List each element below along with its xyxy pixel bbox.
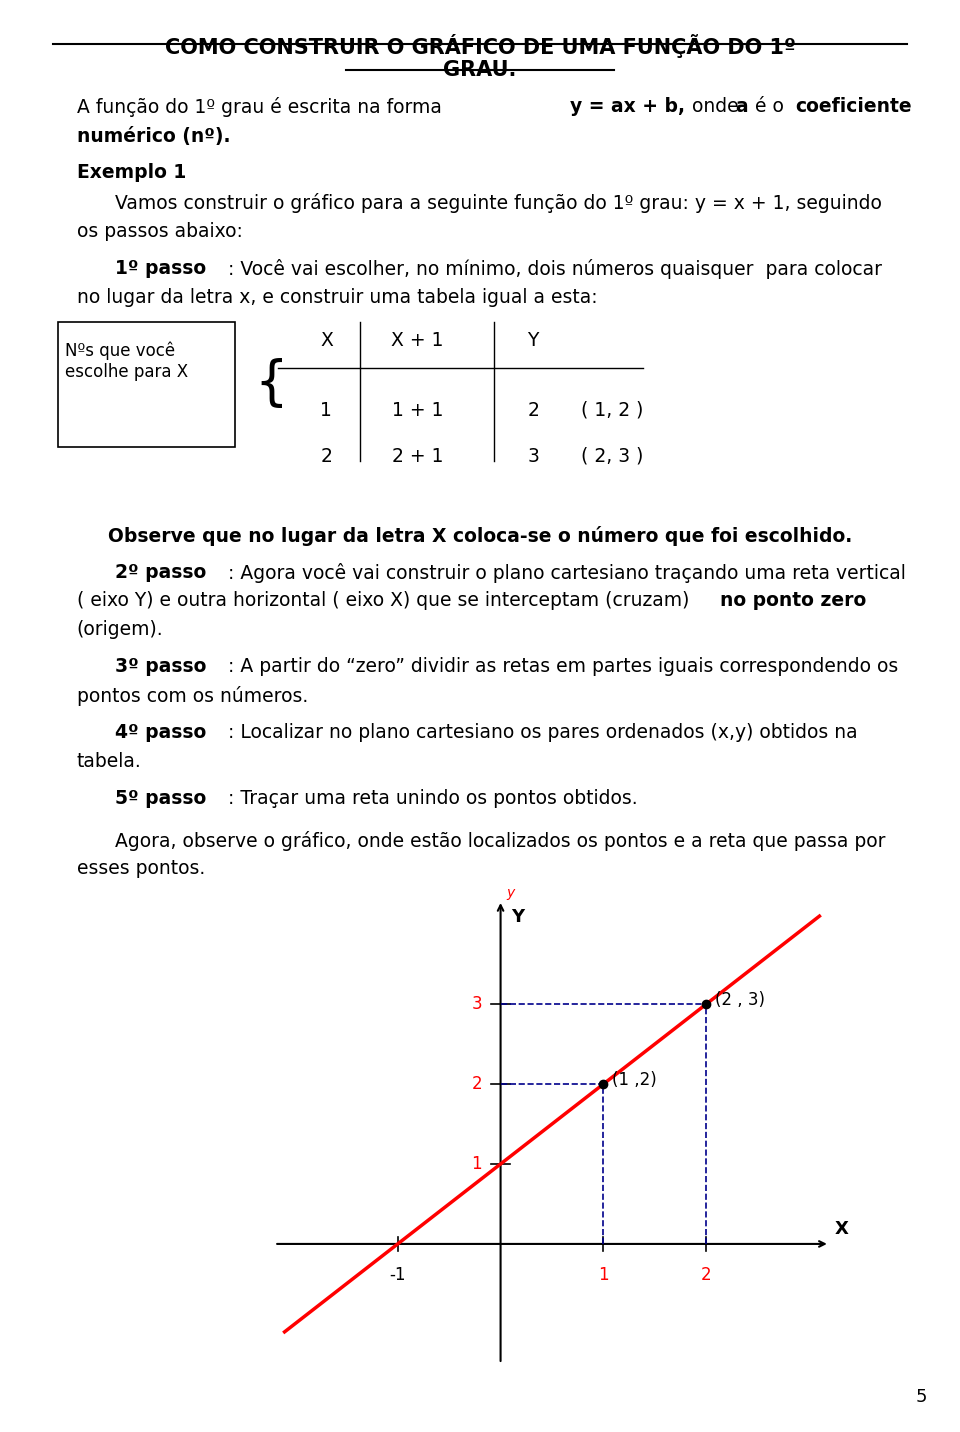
Text: Y: Y (527, 331, 539, 349)
Text: Agora, observe o gráfico, onde estão localizados os pontos e a reta que passa po: Agora, observe o gráfico, onde estão loc… (115, 831, 886, 851)
Text: : Traçar uma reta unindo os pontos obtidos.: : Traçar uma reta unindo os pontos obtid… (228, 789, 638, 808)
Text: y = ax + b,: y = ax + b, (570, 97, 685, 116)
Text: Y: Y (511, 908, 524, 927)
Text: 1: 1 (471, 1156, 482, 1173)
Text: -1: -1 (390, 1266, 406, 1285)
Text: 1 + 1: 1 + 1 (392, 401, 444, 420)
Text: no ponto zero: no ponto zero (720, 591, 866, 610)
Text: 2º passo: 2º passo (115, 563, 206, 581)
Text: 1: 1 (321, 401, 332, 420)
Text: esses pontos.: esses pontos. (77, 859, 205, 878)
Text: pontos com os números.: pontos com os números. (77, 686, 308, 706)
Text: 3º passo: 3º passo (115, 657, 206, 676)
Text: ( 2, 3 ): ( 2, 3 ) (581, 447, 643, 465)
Text: 4º passo: 4º passo (115, 723, 206, 742)
Text: (1 ,2): (1 ,2) (612, 1071, 657, 1088)
Text: COMO CONSTRUIR O GRÁFICO DE UMA FUNÇÃO DO 1º: COMO CONSTRUIR O GRÁFICO DE UMA FUNÇÃO D… (164, 34, 796, 59)
Text: 5: 5 (916, 1388, 927, 1406)
Text: {: { (254, 358, 288, 410)
Text: numérico (nº).: numérico (nº). (77, 127, 230, 146)
Text: X: X (320, 331, 333, 349)
Text: X: X (835, 1220, 849, 1237)
Text: tabela.: tabela. (77, 752, 141, 770)
Text: X + 1: X + 1 (392, 331, 444, 349)
Text: 2 + 1: 2 + 1 (392, 447, 444, 465)
Text: no lugar da letra x, e construir uma tabela igual a esta:: no lugar da letra x, e construir uma tab… (77, 288, 597, 306)
Text: a: a (735, 97, 748, 116)
Text: 2: 2 (471, 1075, 482, 1093)
Text: Observe que no lugar da letra X coloca-se o número que foi escolhido.: Observe que no lugar da letra X coloca-s… (108, 526, 852, 546)
Text: os passos abaixo:: os passos abaixo: (77, 222, 243, 241)
Text: 1: 1 (598, 1266, 609, 1285)
Text: é o: é o (749, 97, 790, 116)
Text: A função do 1º grau é escrita na forma: A função do 1º grau é escrita na forma (77, 97, 447, 117)
Text: ( 1, 2 ): ( 1, 2 ) (581, 401, 643, 420)
Text: 3: 3 (528, 447, 540, 465)
Text: (2 , 3): (2 , 3) (714, 991, 764, 1010)
Text: Vamos construir o gráfico para a seguinte função do 1º grau: y = x + 1, seguindo: Vamos construir o gráfico para a seguint… (115, 193, 882, 213)
Text: : Você vai escolher, no mínimo, dois números quaisquer  para colocar: : Você vai escolher, no mínimo, dois núm… (228, 259, 881, 279)
Text: ( eixo Y) e outra horizontal ( eixo X) que se interceptam (cruzam): ( eixo Y) e outra horizontal ( eixo X) q… (77, 591, 695, 610)
Text: y: y (507, 886, 515, 901)
Text: coeficiente: coeficiente (795, 97, 911, 116)
Text: : Agora você vai construir o plano cartesiano traçando uma reta vertical: : Agora você vai construir o plano carte… (228, 563, 906, 583)
Text: Nºs que você
escolhe para X: Nºs que você escolhe para X (65, 341, 188, 381)
Text: GRAU.: GRAU. (444, 60, 516, 80)
Text: : Localizar no plano cartesiano os pares ordenados (x,y) obtidos na: : Localizar no plano cartesiano os pares… (228, 723, 858, 742)
Text: 5º passo: 5º passo (115, 789, 206, 808)
Text: 2: 2 (321, 447, 332, 465)
Bar (58, 322, 235, 447)
Text: (origem).: (origem). (77, 620, 163, 639)
Text: : A partir do “zero” dividir as retas em partes iguais correspondendo os: : A partir do “zero” dividir as retas em… (228, 657, 899, 676)
Text: onde: onde (686, 97, 745, 116)
Text: Exemplo 1: Exemplo 1 (77, 163, 186, 182)
Text: 2: 2 (528, 401, 540, 420)
Text: 1º passo: 1º passo (115, 259, 206, 278)
Text: 3: 3 (471, 995, 482, 1012)
Text: 2: 2 (701, 1266, 711, 1285)
